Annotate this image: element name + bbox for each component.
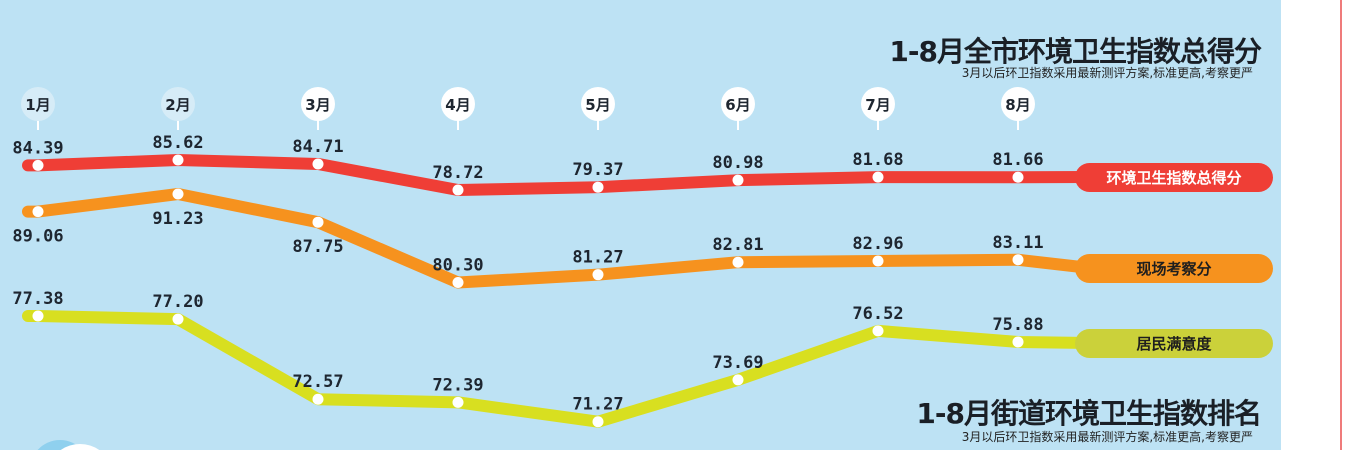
month-bubble [441,87,475,121]
data-label: 87.75 [292,237,343,257]
data-point [872,255,884,267]
data-point [452,277,464,289]
data-point [1012,171,1024,183]
data-label: 78.72 [432,163,483,183]
month-marker: 6月 [721,87,755,130]
data-label: 82.81 [712,235,763,255]
data-label: 84.39 [12,138,63,158]
month-marker: 2月 [161,87,195,130]
series-line-1 [22,154,1096,197]
data-label: 91.23 [152,209,203,229]
series-line-2 [22,188,1096,289]
page-divider [1340,0,1342,450]
data-label: 82.96 [852,234,903,254]
month-label: 3月 [305,96,330,114]
legend-label: 居民满意度 [1136,335,1212,353]
data-point [732,174,744,186]
data-label: 89.06 [12,227,63,247]
month-label: 7月 [865,96,890,114]
data-point [732,256,744,268]
data-point [172,154,184,166]
data-label: 77.20 [152,292,203,312]
month-marker: 3月 [301,87,335,130]
data-point [1012,254,1024,266]
data-point [452,396,464,408]
month-marker: 7月 [861,87,895,130]
chart-subtitle: 3月以后环卫指数采用最新测评方案,标准更高,考察更严 [961,66,1253,80]
data-point [732,374,744,386]
data-point [592,269,604,281]
data-point [32,159,44,171]
data-point [872,325,884,337]
series-line-3 [22,310,1096,428]
data-point [592,181,604,193]
data-label: 81.68 [852,150,903,170]
legend-label: 现场考察分 [1136,260,1211,278]
data-point [452,184,464,196]
data-point [172,188,184,200]
data-point [312,158,324,170]
legend-pill [1075,254,1273,283]
data-point [312,216,324,228]
data-label: 81.27 [572,248,623,268]
month-bubble [301,87,335,121]
data-point [172,313,184,325]
data-point [312,393,324,405]
data-label: 80.98 [712,153,763,173]
month-label: 5月 [585,96,610,114]
data-label: 83.11 [992,233,1043,253]
data-point [592,416,604,428]
chart-title: 1-8月全市环境卫生指数总得分 [889,35,1262,68]
data-label: 85.62 [152,133,203,153]
month-label: 1月 [25,96,50,114]
data-label: 76.52 [852,304,903,324]
chart-panel: 1-8月全市环境卫生指数总得分 3月以后环卫指数采用最新测评方案,标准更高,考察… [0,0,1281,450]
data-label: 72.57 [292,372,343,392]
legend-pill [1075,163,1273,192]
data-point [872,171,884,183]
month-label: 6月 [725,96,750,114]
ranking-title: 1-8月街道环境卫生指数排名 [916,397,1262,430]
data-point [32,310,44,322]
month-label: 8月 [1005,96,1030,114]
legend-pill [1075,329,1273,358]
data-label: 77.38 [12,289,63,309]
legend-item-1: 环境卫生指数总得分 [1075,163,1273,192]
month-bubble [581,87,615,121]
ranking-subtitle: 3月以后环卫指数采用最新测评方案,标准更高,考察更严 [961,430,1253,444]
data-point [32,206,44,218]
month-bubble [1001,87,1035,121]
month-bubble [161,87,195,121]
month-label: 4月 [445,96,470,114]
data-label: 80.30 [432,256,483,276]
legend-label: 环境卫生指数总得分 [1106,169,1241,187]
month-marker: 1月 [21,87,55,130]
data-label: 72.39 [432,375,483,395]
month-bubble [721,87,755,121]
month-bubble [861,87,895,121]
data-point [1012,336,1024,348]
month-marker: 8月 [1001,87,1035,130]
data-label: 79.37 [572,160,623,180]
data-label: 71.27 [572,395,623,415]
month-bubble [21,87,55,121]
month-marker: 4月 [441,87,475,130]
month-label: 2月 [165,96,190,114]
data-label: 75.88 [992,315,1043,335]
legend-item-2: 现场考察分 [1075,254,1273,283]
data-label: 84.71 [292,137,343,157]
month-marker: 5月 [581,87,615,130]
legend-item-3: 居民满意度 [1075,329,1273,358]
data-label: 73.69 [712,353,763,373]
decor-circle [60,443,100,450]
data-label: 81.66 [992,150,1043,170]
